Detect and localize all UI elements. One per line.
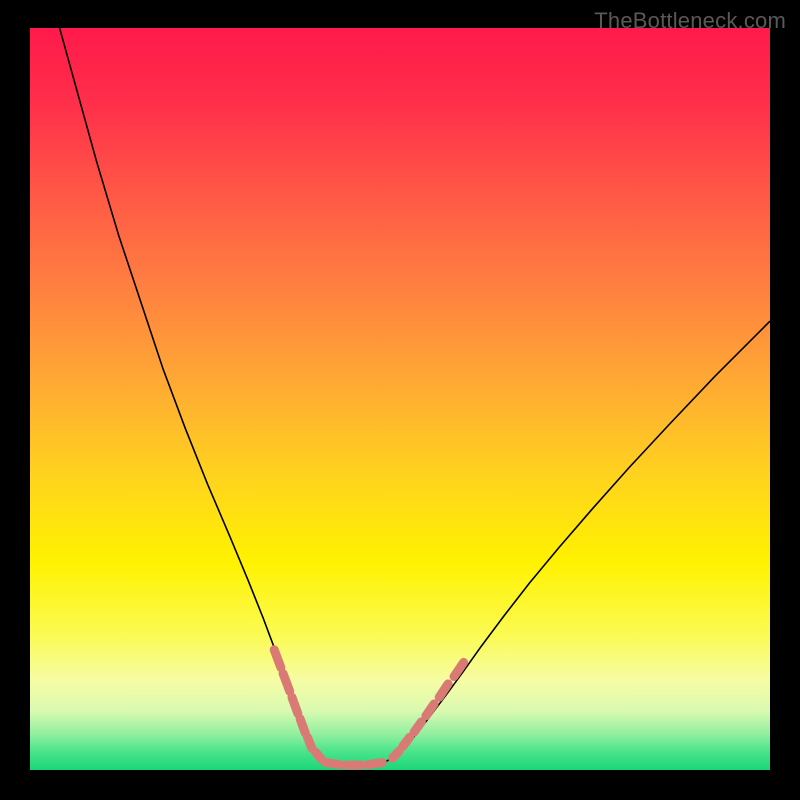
highlight-dash bbox=[414, 722, 421, 732]
highlight-dash bbox=[308, 737, 312, 748]
highlight-dash bbox=[367, 763, 382, 765]
highlight-dash bbox=[300, 719, 305, 733]
highlight-dash bbox=[292, 697, 298, 713]
highlight-dash bbox=[316, 752, 322, 759]
highlight-dash bbox=[274, 650, 281, 668]
highlight-dash bbox=[403, 737, 410, 746]
highlight-dash bbox=[393, 751, 400, 758]
watermark-text: TheBottleneck.com bbox=[594, 8, 786, 34]
gradient-background bbox=[30, 28, 770, 770]
plot-area bbox=[30, 28, 770, 770]
highlight-dash bbox=[326, 763, 341, 765]
highlight-dash bbox=[283, 674, 290, 692]
